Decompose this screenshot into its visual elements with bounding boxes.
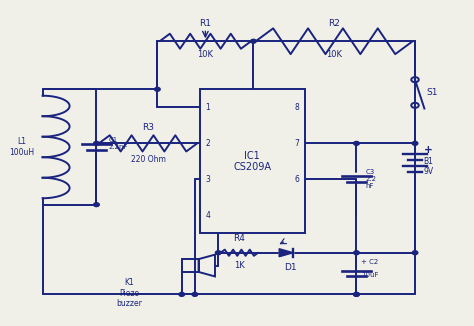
Text: R4: R4 (233, 234, 245, 243)
Text: 7: 7 (294, 139, 299, 148)
Text: 1K: 1K (234, 261, 245, 270)
Text: C3
2.2
nF: C3 2.2 nF (366, 169, 377, 189)
Text: L1
100uH: L1 100uH (9, 137, 34, 157)
Text: B1
9V: B1 9V (423, 156, 434, 176)
Circle shape (155, 87, 160, 91)
Text: +: + (423, 145, 432, 155)
Circle shape (216, 251, 221, 255)
Text: 2: 2 (205, 139, 210, 148)
Circle shape (94, 141, 99, 145)
Text: C1
2.2nF: C1 2.2nF (108, 137, 128, 150)
Circle shape (354, 251, 359, 255)
Circle shape (412, 251, 418, 255)
Text: 6: 6 (294, 175, 299, 184)
Text: 10K: 10K (326, 50, 342, 59)
Bar (182, 259, 199, 272)
Text: 220 Ohm: 220 Ohm (130, 155, 165, 164)
Text: 10uF: 10uF (361, 272, 379, 278)
Text: R3: R3 (142, 123, 154, 132)
Text: IC1
CS209A: IC1 CS209A (233, 151, 271, 172)
Text: K1
Piezo
buzzer: K1 Piezo buzzer (116, 278, 142, 308)
Text: R1: R1 (200, 19, 211, 28)
Circle shape (354, 292, 359, 296)
Text: R2: R2 (328, 19, 340, 28)
Text: S1: S1 (427, 88, 438, 97)
Text: 3: 3 (205, 175, 210, 184)
Text: D1: D1 (284, 263, 297, 272)
Circle shape (94, 203, 99, 207)
Text: 8: 8 (294, 103, 299, 112)
Bar (200, 89, 305, 233)
Text: 1: 1 (205, 103, 210, 112)
Circle shape (354, 141, 359, 145)
Text: 4: 4 (205, 211, 210, 220)
Polygon shape (279, 249, 293, 257)
Text: 10K: 10K (197, 50, 213, 59)
Circle shape (179, 292, 184, 296)
Circle shape (354, 292, 359, 296)
Circle shape (192, 292, 198, 296)
Circle shape (251, 39, 256, 43)
Circle shape (412, 141, 418, 145)
Text: + C2: + C2 (361, 259, 378, 265)
